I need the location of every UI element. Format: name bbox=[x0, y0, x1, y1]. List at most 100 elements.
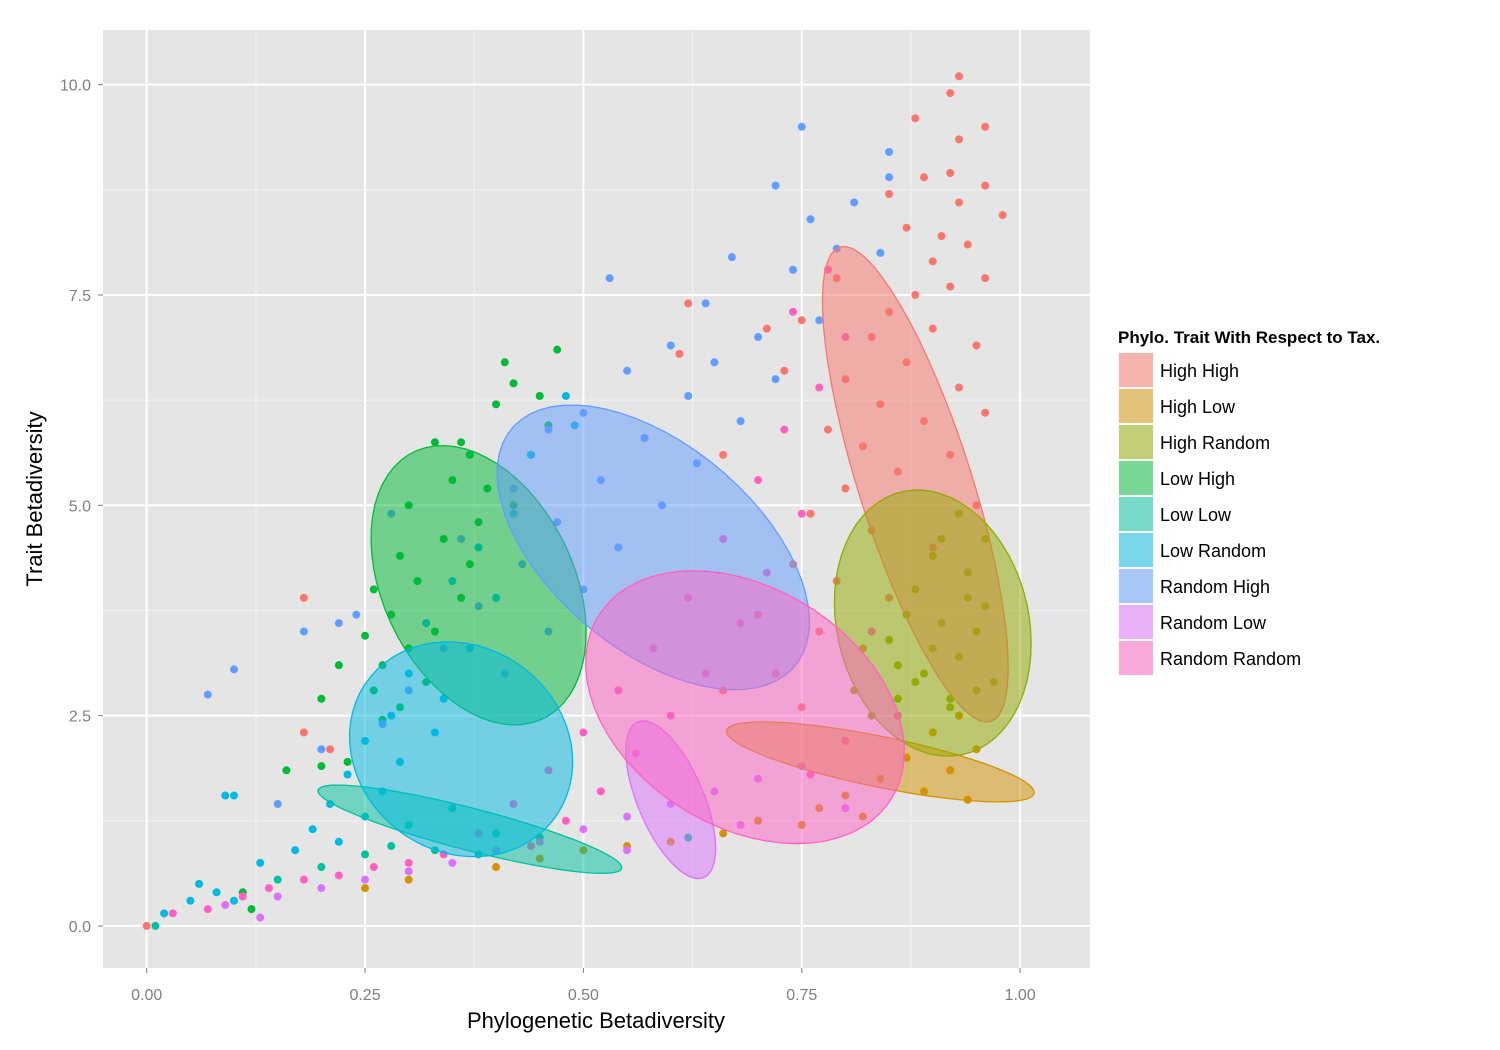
point-random-high bbox=[771, 181, 780, 190]
point-high-high bbox=[806, 509, 815, 518]
legend-swatch-random-low bbox=[1119, 605, 1153, 639]
point-low-high bbox=[317, 762, 326, 771]
point-random-high bbox=[797, 122, 806, 131]
point-random-high bbox=[806, 215, 815, 224]
point-high-high bbox=[972, 341, 981, 350]
point-low-random bbox=[230, 896, 239, 905]
y-tick-label: 5.0 bbox=[69, 498, 91, 515]
legend: Phylo. Trait With Respect to Tax. High H… bbox=[1117, 328, 1380, 677]
point-low-high bbox=[553, 345, 562, 354]
point-high-low bbox=[492, 863, 501, 872]
point-low-random bbox=[230, 791, 239, 800]
legend-label-high-random: High Random bbox=[1160, 433, 1270, 453]
point-random-low bbox=[273, 892, 282, 901]
point-low-high bbox=[247, 905, 256, 914]
point-high-low bbox=[719, 829, 728, 838]
point-high-high bbox=[981, 408, 990, 417]
point-high-high bbox=[326, 745, 335, 754]
point-random-low bbox=[256, 913, 265, 922]
y-tick-label: 10.0 bbox=[60, 78, 91, 95]
point-high-high bbox=[780, 366, 789, 375]
point-low-high bbox=[369, 585, 378, 594]
point-high-high bbox=[946, 282, 955, 291]
point-high-high bbox=[946, 89, 955, 98]
point-low-high bbox=[457, 438, 466, 447]
point-low-random bbox=[343, 770, 352, 779]
point-random-random bbox=[561, 816, 570, 825]
point-low-low bbox=[387, 842, 396, 851]
point-random-random bbox=[754, 476, 763, 485]
legend-label-low-random: Low Random bbox=[1160, 541, 1266, 561]
point-low-random bbox=[195, 879, 204, 888]
point-low-high bbox=[509, 379, 518, 388]
x-tick-label: 0.00 bbox=[131, 987, 162, 1004]
point-random-high bbox=[623, 366, 632, 375]
point-random-high bbox=[789, 265, 798, 274]
point-high-high bbox=[911, 290, 920, 299]
point-high-high bbox=[954, 383, 963, 392]
ellipse-layer bbox=[317, 245, 1035, 880]
legend-swatch-high-low bbox=[1119, 389, 1153, 423]
point-low-random bbox=[160, 909, 169, 918]
point-random-high bbox=[299, 627, 308, 636]
point-random-random bbox=[238, 892, 247, 901]
point-low-high bbox=[361, 631, 370, 640]
point-random-random bbox=[334, 871, 343, 880]
point-random-random bbox=[780, 425, 789, 434]
point-random-high bbox=[727, 253, 736, 262]
point-random-random bbox=[369, 863, 378, 872]
point-low-high bbox=[343, 757, 352, 766]
y-tick-label: 0.0 bbox=[69, 919, 91, 936]
point-random-high bbox=[334, 619, 343, 628]
point-low-high bbox=[500, 358, 509, 367]
legend-label-high-low: High Low bbox=[1160, 397, 1236, 417]
point-random-high bbox=[352, 610, 361, 619]
point-low-high bbox=[334, 661, 343, 670]
point-low-high bbox=[535, 391, 544, 400]
point-high-high bbox=[299, 728, 308, 737]
point-high-high bbox=[299, 593, 308, 602]
point-random-low bbox=[361, 875, 370, 884]
point-high-high bbox=[963, 240, 972, 249]
point-high-low bbox=[361, 884, 370, 893]
point-high-high bbox=[684, 299, 693, 308]
point-random-random bbox=[579, 728, 588, 737]
legend-swatch-random-high bbox=[1119, 569, 1153, 603]
x-axis-title: Phylogenetic Betadiversity bbox=[467, 1008, 725, 1033]
point-high-high bbox=[954, 135, 963, 144]
point-high-high bbox=[981, 181, 990, 190]
point-low-low bbox=[151, 921, 160, 930]
point-low-random bbox=[291, 846, 300, 855]
legend-title: Phylo. Trait With Respect to Tax. bbox=[1118, 328, 1380, 347]
point-high-high bbox=[762, 324, 771, 333]
point-random-random bbox=[203, 905, 212, 914]
point-low-low bbox=[361, 850, 370, 859]
legend-label-random-high: Random High bbox=[1160, 577, 1270, 597]
legend-swatch-high-random bbox=[1119, 425, 1153, 459]
point-high-high bbox=[981, 274, 990, 283]
point-random-random bbox=[797, 509, 806, 518]
point-high-high bbox=[911, 114, 920, 123]
point-low-random bbox=[256, 858, 265, 867]
point-random-high bbox=[885, 147, 894, 156]
point-high-high bbox=[946, 169, 955, 178]
point-high-low bbox=[404, 875, 413, 884]
legend-label-low-high: Low High bbox=[1160, 469, 1235, 489]
point-random-low bbox=[623, 812, 632, 821]
legend-swatch-high-high bbox=[1119, 353, 1153, 387]
point-random-high bbox=[701, 299, 710, 308]
point-random-random bbox=[404, 858, 413, 867]
point-random-random bbox=[168, 909, 177, 918]
point-high-high bbox=[885, 190, 894, 199]
point-low-high bbox=[430, 438, 439, 447]
point-high-high bbox=[142, 921, 151, 930]
y-axis: 0.0 2.5 5.0 7.5 10.0 bbox=[60, 78, 103, 936]
point-random-random bbox=[264, 884, 273, 893]
point-high-high bbox=[823, 425, 832, 434]
legend-label-high-high: High High bbox=[1160, 361, 1239, 381]
point-high-high bbox=[954, 72, 963, 81]
point-high-high bbox=[719, 450, 728, 459]
point-high-high bbox=[981, 122, 990, 131]
point-random-high bbox=[771, 375, 780, 384]
point-low-high bbox=[317, 694, 326, 703]
